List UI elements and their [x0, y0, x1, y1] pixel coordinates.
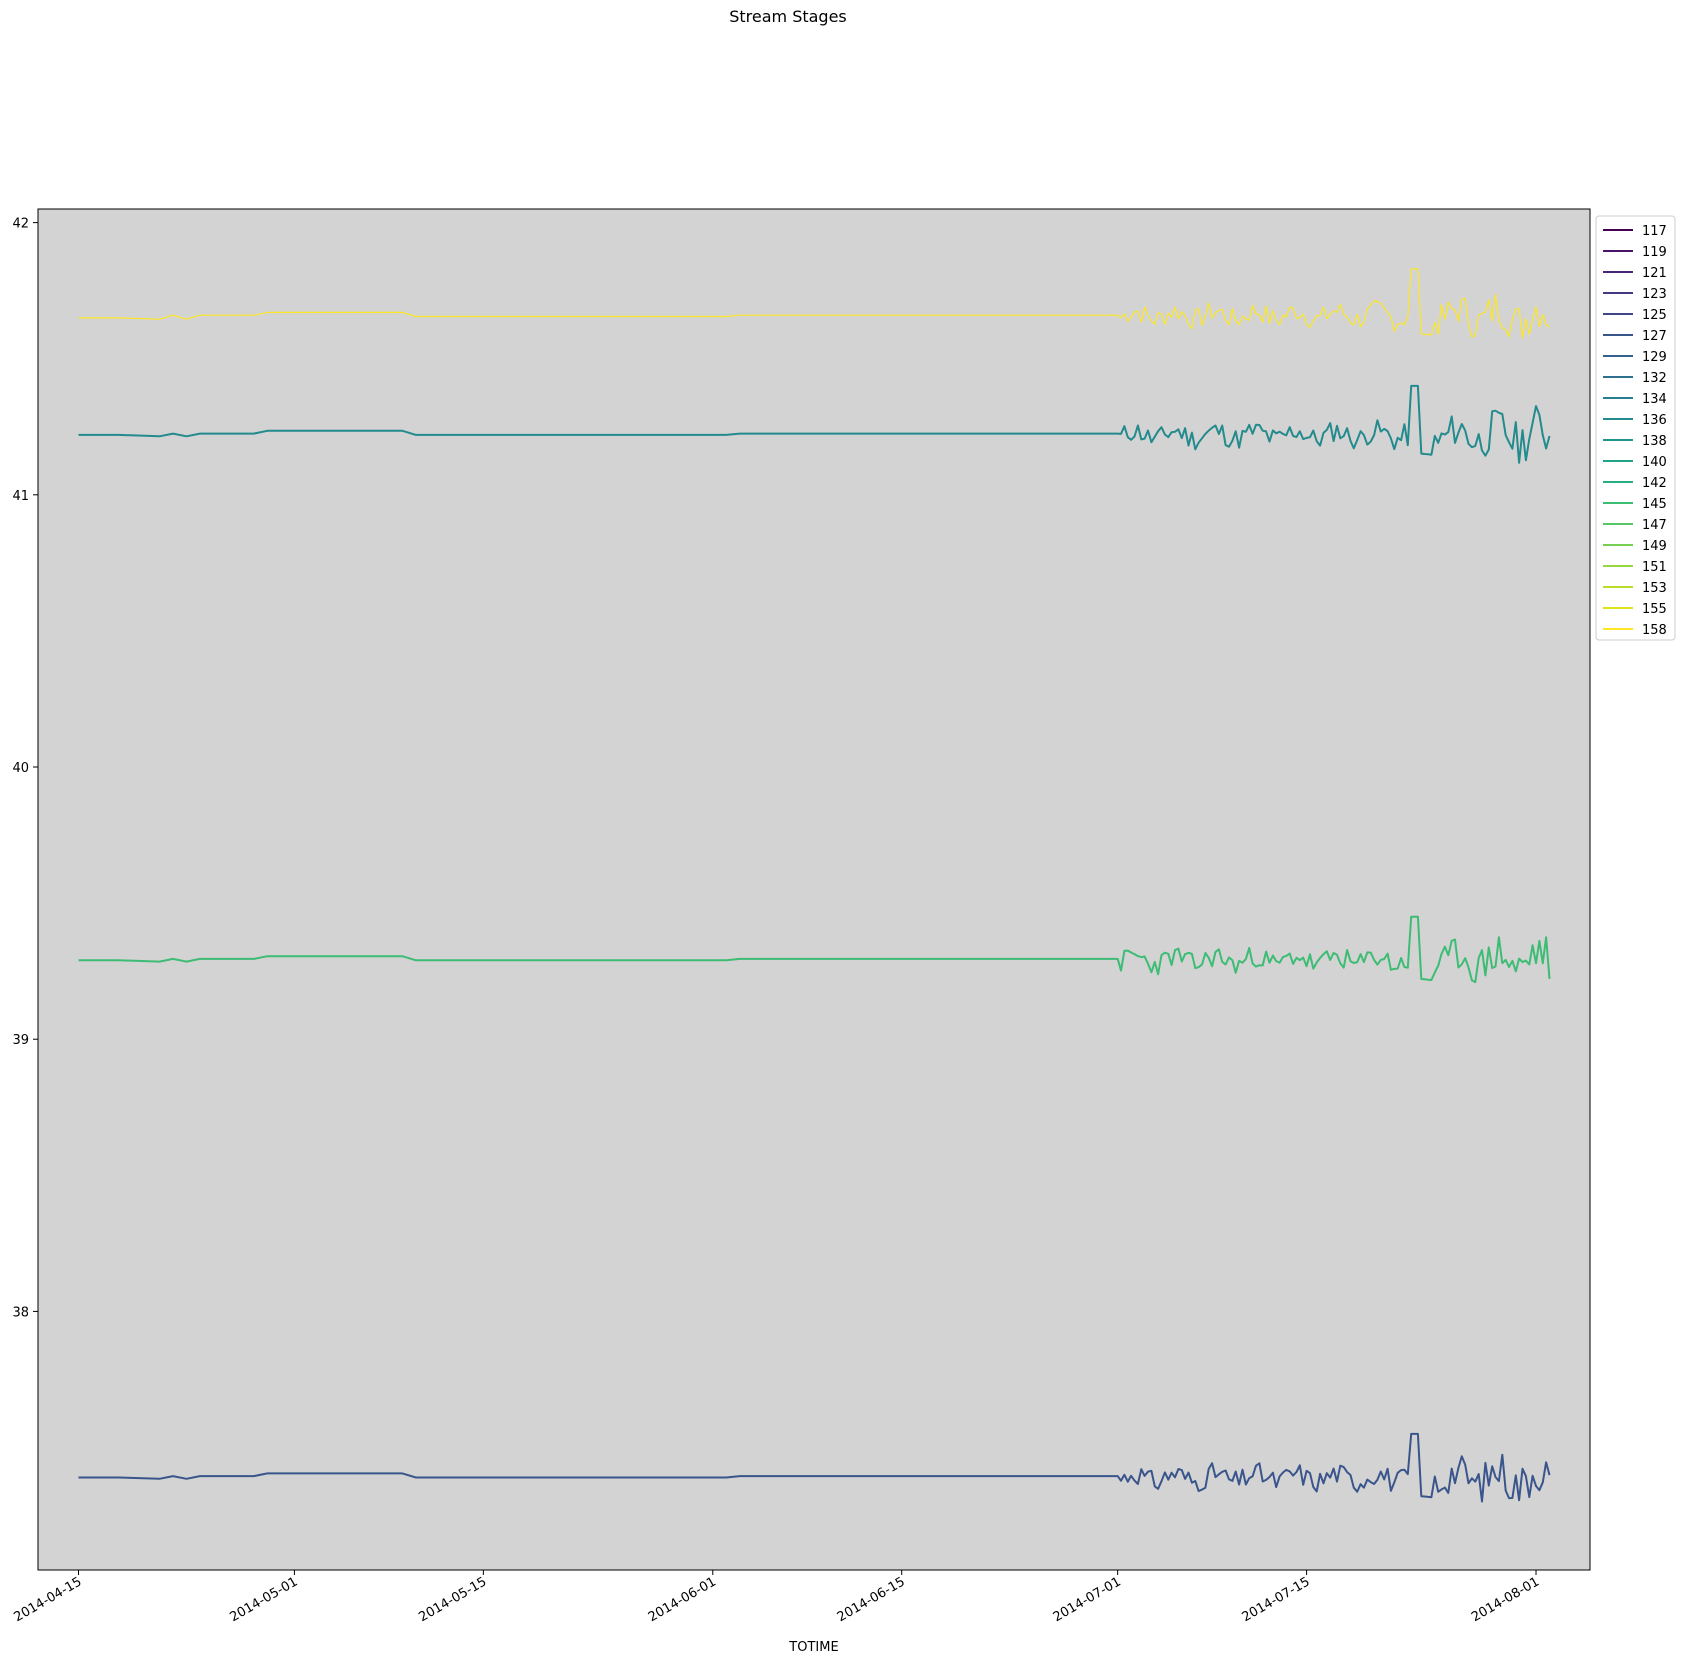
legend-label-145: 145 [1642, 497, 1667, 512]
x-tick-label: 2014-07-01 [1051, 1574, 1124, 1625]
series-line-145 [78, 915, 1551, 984]
x-tick-label: 2014-06-01 [646, 1574, 719, 1625]
legend-items: 117 119 121 123 125 127 129 132 134 136 138 140 142 1… [1603, 224, 1667, 638]
x-tick-label: 2014-04-15 [12, 1574, 85, 1625]
chart-title: Stream Stages [729, 7, 847, 26]
x-tick-label: 2014-05-01 [227, 1574, 300, 1625]
y-tick-label: 40 [12, 761, 29, 776]
x-tick-label: 2014-08-01 [1469, 1574, 1542, 1625]
legend-label-117: 117 [1642, 224, 1667, 239]
legend-label-123: 123 [1642, 287, 1667, 302]
legend-label-138: 138 [1642, 434, 1667, 449]
x-tick-label: 2014-06-15 [835, 1574, 908, 1625]
y-tick-label: 39 [12, 1033, 29, 1048]
legend-frame [1595, 215, 1676, 641]
plot-area [38, 209, 1590, 1570]
legend-label-119: 119 [1642, 245, 1667, 260]
legend-label-129: 129 [1642, 350, 1667, 365]
legend-label-147: 147 [1642, 518, 1667, 533]
legend-label-125: 125 [1642, 308, 1667, 323]
legend-label-140: 140 [1642, 455, 1667, 470]
legend-label-151: 151 [1642, 560, 1667, 575]
legend-label-149: 149 [1642, 539, 1667, 554]
series-line-127 [78, 1432, 1551, 1503]
series-line-136 [78, 384, 1551, 464]
legend-label-155: 155 [1642, 602, 1667, 617]
legend-label-136: 136 [1642, 413, 1667, 428]
y-tick-label: 38 [12, 1305, 29, 1320]
legend-label-158: 158 [1642, 623, 1667, 638]
legend-label-153: 153 [1642, 581, 1667, 596]
legend-label-142: 142 [1642, 476, 1667, 491]
legend-label-127: 127 [1642, 329, 1667, 344]
y-tick-label: 42 [12, 217, 29, 232]
legend-label-121: 121 [1642, 266, 1667, 281]
y-axis: 38 39 40 41 42 [12, 217, 38, 1320]
plot-frame [37, 208, 1591, 1571]
y-tick-label: 41 [12, 489, 29, 504]
x-tick-label: 2014-05-15 [416, 1574, 489, 1625]
x-axis-label: TOTIME [788, 1640, 838, 1655]
x-tick-label: 2014-07-15 [1240, 1574, 1313, 1625]
x-axis: 2014-04-15 2014-05-01 2014-05-15 2014-06-01… [12, 1570, 1542, 1625]
legend-label-134: 134 [1642, 392, 1667, 407]
legend: 117 119 121 123 125 127 129 132 134 136 138 140 142 1… [1595, 215, 1676, 641]
series-line-158 [78, 268, 1550, 339]
legend-label-132: 132 [1642, 371, 1667, 386]
series-layer [78, 268, 1551, 1503]
